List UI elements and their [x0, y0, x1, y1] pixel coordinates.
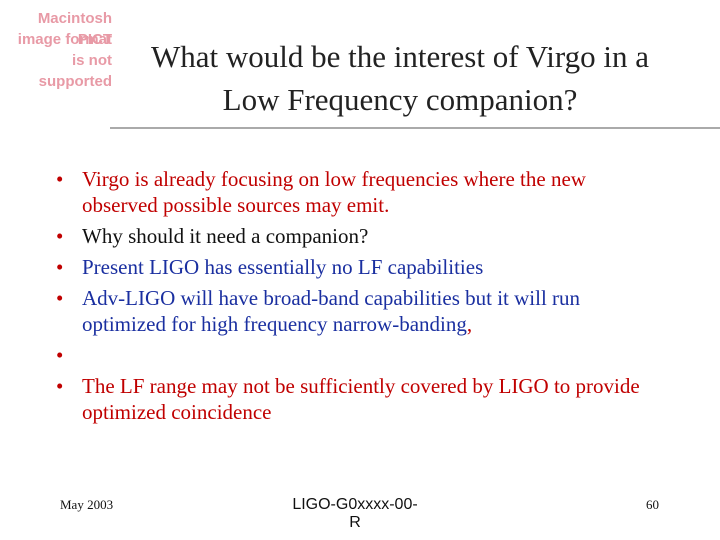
footer-document: LIGO-G0xxxx-00-R — [292, 496, 418, 531]
title: Low Frequency companion? — [222, 82, 578, 117]
bullet — [52, 342, 664, 368]
bullet: Why should it need a companion? — [52, 223, 664, 249]
bullet: Present LIGO has essentially no LF capab… — [52, 254, 664, 280]
title-rule — [110, 127, 720, 129]
placeholder-text: is not supported — [38, 52, 112, 90]
bullet: Virgo is already focusing on low frequen… — [52, 166, 664, 218]
title: What would be the interest of Virgo in a — [150, 39, 650, 74]
placeholder-text: Macintosh PICT — [37, 10, 112, 48]
bullet-text: Why should it need a companion? — [82, 224, 369, 248]
bullet-text: Adv-LIGO will have broad-band capabiliti… — [82, 286, 581, 336]
bullet-list: Virgo is already focusing on low frequen… — [52, 166, 664, 430]
bullet: The LF range may not be sufficiently cov… — [52, 373, 664, 425]
bullet-text: , — [466, 312, 473, 336]
bullet-text: The LF range may not be sufficiently cov… — [82, 374, 640, 424]
placeholder-text: image format — [17, 31, 112, 48]
bullet-text: Present LIGO has essentially no LF capab… — [82, 255, 484, 279]
footer-date: May 2003 — [60, 497, 114, 512]
bullet: Adv-LIGO will have broad-band capabiliti… — [52, 285, 664, 337]
bullet-text: Virgo is already focusing on low frequen… — [82, 167, 586, 217]
footer-page: 60 — [646, 497, 659, 512]
